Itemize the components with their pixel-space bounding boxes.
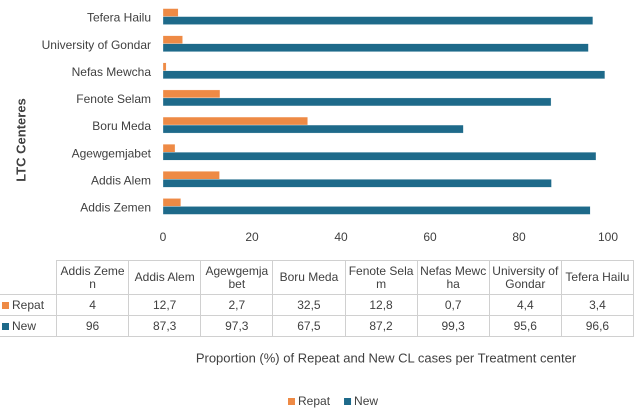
x-tick-label: 0	[160, 230, 167, 244]
table-row: New 96 87,3 97,3 67,5 87,2 99,3 95,6 96,6	[0, 315, 635, 337]
table-cell: 97,3	[200, 315, 274, 337]
bar	[162, 35, 183, 44]
bar	[162, 97, 552, 107]
table-row-header: Repat	[0, 294, 57, 316]
legend-label: New	[354, 394, 378, 408]
legend-swatch	[2, 301, 9, 309]
row-label: Repat	[12, 297, 45, 312]
table-cell: 96	[55, 315, 130, 337]
table-header: University of Gondar	[488, 260, 562, 295]
x-tick-label: 100	[598, 230, 618, 244]
y-tick-label: Nefas Mewcha	[72, 65, 152, 79]
legend-swatch	[2, 322, 9, 330]
bar	[162, 16, 594, 25]
bar	[162, 124, 464, 134]
y-tick-label: Addis Alem	[91, 173, 151, 187]
table-cell: 87,3	[128, 315, 202, 337]
y-tick-label: Fenote Selam	[76, 92, 151, 106]
table-cell: 32,5	[272, 294, 346, 316]
table-cell: 96,6	[560, 315, 635, 337]
table-cell: 4	[55, 294, 130, 316]
y-tick-label: Addis Zemen	[80, 201, 151, 215]
table-row-header: New	[0, 315, 57, 337]
legend-label: Repat	[298, 394, 331, 408]
x-tick-label: 40	[334, 230, 348, 244]
table-header: Fenote Selam	[344, 260, 418, 295]
bar	[162, 70, 606, 79]
bar	[162, 171, 220, 180]
bar	[162, 8, 179, 17]
table-cell: 0,7	[416, 294, 490, 316]
y-tick-label: University of Gondar	[42, 38, 151, 52]
table-cell: 87,2	[344, 315, 418, 337]
table-cell: 67,5	[272, 315, 346, 337]
y-tick-label: Tefera Hailu	[87, 11, 151, 25]
table-cell: 99,3	[416, 315, 490, 337]
bar	[162, 144, 176, 153]
table-cell: 3,4	[560, 294, 635, 316]
y-axis-label: LTC Centeres	[13, 98, 28, 182]
x-tick-label: 80	[512, 230, 526, 244]
y-tick-label: Boru Meda	[92, 119, 151, 133]
bar	[162, 62, 167, 71]
table-header: Boru Meda	[272, 260, 346, 295]
row-label: New	[12, 318, 37, 333]
table-cell: 95,6	[488, 315, 562, 337]
y-tick-label: Agewgemjabet	[72, 146, 152, 160]
table-cell: 12,8	[344, 294, 418, 316]
x-axis-label: Proportion (%) of Repeat and New CL case…	[196, 350, 577, 365]
bar	[162, 198, 181, 207]
data-table: Addis Zemen Addis Alem Agewgemjabet Boru Me…	[0, 260, 635, 337]
table-header: Nefas Mewcha	[416, 260, 490, 295]
bar	[162, 116, 308, 126]
table-header: Agewgemjabet	[200, 260, 274, 295]
table-header: Addis Alem	[128, 260, 202, 295]
table-header: Addis Zemen	[55, 260, 130, 295]
x-tick-label: 60	[423, 230, 437, 244]
legend-swatch	[288, 398, 295, 405]
table-cell: 4,4	[488, 294, 562, 316]
table-header: Tefera Hailu	[560, 260, 635, 295]
table-corner	[0, 261, 57, 295]
table-row: Repat 4 12,7 2,7 32,5 12,8 0,7 4,4 3,4	[0, 294, 635, 316]
x-tick-label: 20	[245, 230, 259, 244]
legend-swatch	[344, 398, 352, 405]
table-header-row: Addis Zemen Addis Alem Agewgemjabet Boru Me…	[0, 260, 635, 295]
bar	[162, 43, 589, 52]
bar	[162, 89, 221, 99]
bar	[162, 179, 552, 188]
bar	[162, 206, 591, 215]
table-cell: 12,7	[128, 294, 202, 316]
table-cell: 2,7	[200, 294, 274, 316]
bar	[162, 152, 597, 161]
